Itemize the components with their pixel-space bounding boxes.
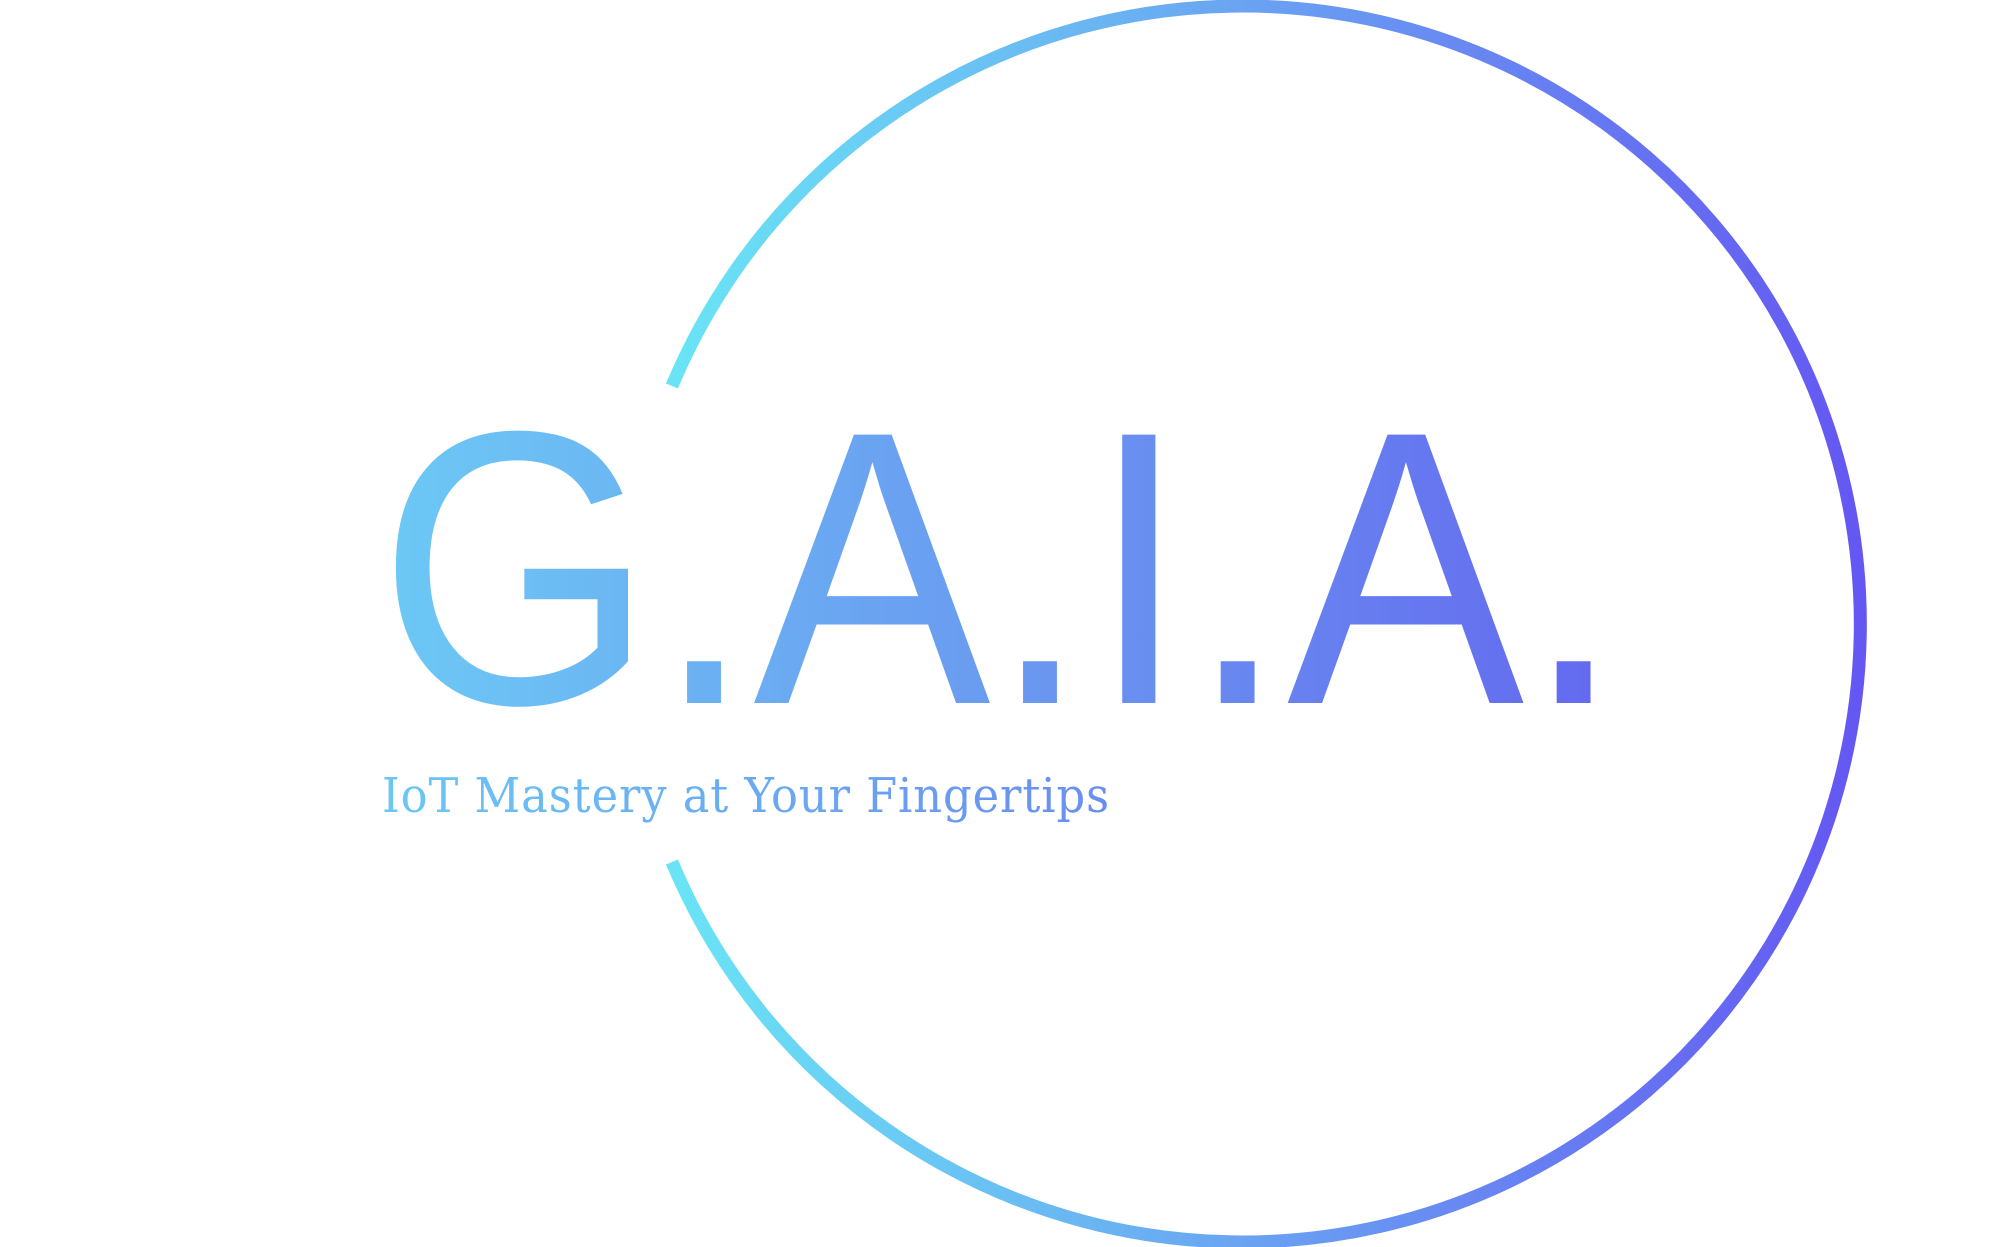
ring-arc (666, 0, 1867, 1247)
tagline: IoT Mastery at Your Fingertips (382, 768, 1110, 824)
wordmark: G.A.I.A. (378, 350, 1623, 786)
